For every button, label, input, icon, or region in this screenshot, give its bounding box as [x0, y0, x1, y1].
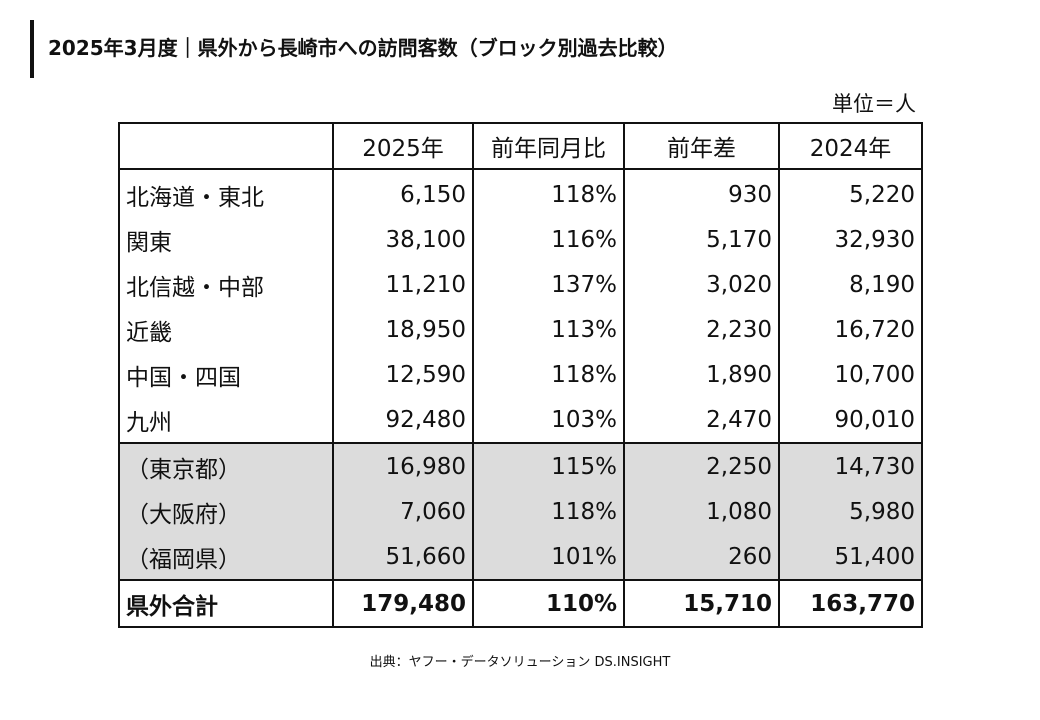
- cell-2025: 7,060: [332, 489, 474, 534]
- cell-diff: 260: [623, 534, 780, 580]
- cell-diff: 2,250: [623, 442, 780, 489]
- cell-diff: 2,470: [623, 397, 780, 443]
- subrow-label: （福岡県）: [118, 534, 334, 580]
- cell-2025: 92,480: [332, 397, 474, 443]
- table-row: 北信越・中部 11,210 137% 3,020 8,190: [118, 262, 923, 307]
- cell-yoy: 113%: [472, 307, 625, 352]
- cell-2024: 51,400: [778, 534, 923, 580]
- cell-2025: 11,210: [332, 262, 474, 307]
- table-subrow: （福岡県） 51,660 101% 260 51,400: [118, 534, 923, 580]
- cell-2024: 90,010: [778, 397, 923, 443]
- page-title: 2025年3月度｜県外から長崎市への訪問客数（ブロック別過去比較）: [48, 36, 678, 60]
- cell-diff: 3,020: [623, 262, 780, 307]
- table-header-row: 2025年 前年同月比 前年差 2024年: [118, 122, 923, 170]
- cell-yoy: 137%: [472, 262, 625, 307]
- cell-diff: 1,890: [623, 352, 780, 397]
- header-cell-2025: 2025年: [332, 122, 474, 170]
- cell-diff: 2,230: [623, 307, 780, 352]
- total-2025: 179,480: [332, 579, 474, 628]
- total-label: 県外合計: [118, 579, 334, 628]
- cell-2024: 14,730: [778, 442, 923, 489]
- table-row: 近畿 18,950 113% 2,230 16,720: [118, 307, 923, 352]
- cell-yoy: 103%: [472, 397, 625, 443]
- cell-2025: 18,950: [332, 307, 474, 352]
- cell-yoy: 118%: [472, 489, 625, 534]
- cell-2024: 8,190: [778, 262, 923, 307]
- cell-2025: 16,980: [332, 442, 474, 489]
- source-note: 出典：ヤフー・データソリューション DS.INSIGHT: [369, 655, 671, 670]
- header-cell-label: [118, 122, 334, 170]
- visitor-table: 2025年 前年同月比 前年差 2024年 北海道・東北 6,150 118% …: [118, 122, 923, 628]
- cell-yoy: 116%: [472, 217, 625, 262]
- header-cell-2024: 2024年: [778, 122, 923, 170]
- cell-yoy: 118%: [472, 169, 625, 217]
- row-label: 北信越・中部: [118, 262, 334, 307]
- total-2024: 163,770: [778, 579, 923, 628]
- row-label: 九州: [118, 397, 334, 443]
- cell-2024: 5,980: [778, 489, 923, 534]
- unit-label: 単位＝人: [832, 92, 916, 116]
- cell-2024: 16,720: [778, 307, 923, 352]
- cell-yoy: 118%: [472, 352, 625, 397]
- cell-2025: 12,590: [332, 352, 474, 397]
- table-total-row: 県外合計 179,480 110% 15,710 163,770: [118, 579, 923, 628]
- cell-diff: 5,170: [623, 217, 780, 262]
- row-label: 北海道・東北: [118, 169, 334, 217]
- cell-2025: 38,100: [332, 217, 474, 262]
- table-row: 関東 38,100 116% 5,170 32,930: [118, 217, 923, 262]
- row-label: 近畿: [118, 307, 334, 352]
- subrow-label: （大阪府）: [118, 489, 334, 534]
- cell-2024: 10,700: [778, 352, 923, 397]
- cell-diff: 930: [623, 169, 780, 217]
- subrow-label: （東京都）: [118, 442, 334, 489]
- cell-2024: 5,220: [778, 169, 923, 217]
- cell-yoy: 101%: [472, 534, 625, 580]
- total-diff: 15,710: [623, 579, 780, 628]
- table-row: 中国・四国 12,590 118% 1,890 10,700: [118, 352, 923, 397]
- header-cell-diff: 前年差: [623, 122, 780, 170]
- table-subrow: （東京都） 16,980 115% 2,250 14,730: [118, 442, 923, 489]
- total-yoy: 110%: [472, 579, 625, 628]
- cell-yoy: 115%: [472, 442, 625, 489]
- table-row: 九州 92,480 103% 2,470 90,010: [118, 397, 923, 443]
- title-accent-bar: [30, 20, 34, 78]
- row-label: 中国・四国: [118, 352, 334, 397]
- header-cell-yoy: 前年同月比: [472, 122, 625, 170]
- cell-2025: 51,660: [332, 534, 474, 580]
- cell-2024: 32,930: [778, 217, 923, 262]
- row-label: 関東: [118, 217, 334, 262]
- cell-diff: 1,080: [623, 489, 780, 534]
- table-subrow: （大阪府） 7,060 118% 1,080 5,980: [118, 489, 923, 534]
- table-row: 北海道・東北 6,150 118% 930 5,220: [118, 169, 923, 217]
- cell-2025: 6,150: [332, 169, 474, 217]
